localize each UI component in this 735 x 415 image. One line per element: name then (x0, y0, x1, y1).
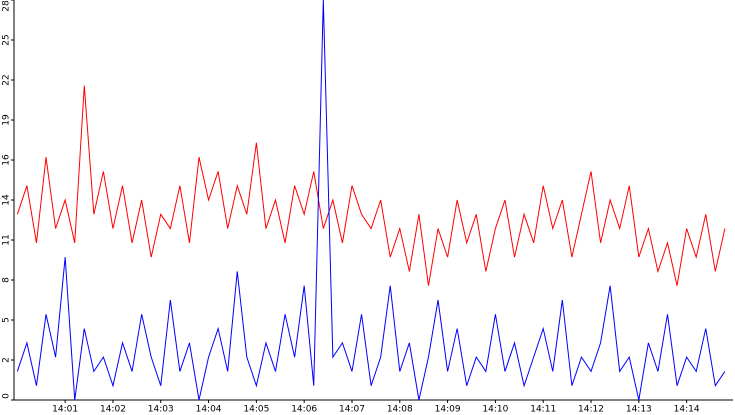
series-line (16, 0, 726, 401)
x-tick-label: 14:07 (339, 405, 365, 415)
x-tick-label: 14:05 (243, 405, 269, 415)
y-tick-label: 19 (2, 114, 12, 126)
x-tick-label: 14:10 (482, 405, 508, 415)
x-tick-label: 14:14 (674, 405, 700, 415)
y-tick-label: 5 (2, 317, 12, 323)
x-tick-label: 14:03 (148, 405, 174, 415)
x-tick-label: 14:02 (100, 405, 126, 415)
y-tick-label: 22 (2, 74, 12, 85)
y-tick-label: 11 (2, 234, 12, 245)
y-tick-label: 16 (2, 154, 12, 166)
y-tick-label: 8 (2, 277, 12, 283)
y-tick-label: 14 (2, 194, 12, 206)
x-tick-label: 14:04 (196, 405, 222, 415)
x-tick-label: 14:09 (435, 405, 461, 415)
y-tick-label: 28 (2, 0, 12, 12)
series-line (16, 85, 726, 286)
x-tick-label: 14:01 (52, 405, 78, 415)
x-tick-label: 14:13 (626, 405, 652, 415)
x-tick-label: 14:08 (387, 405, 413, 415)
x-tick-label: 14:06 (291, 405, 317, 415)
x-tick-label: 14:12 (578, 405, 604, 415)
y-tick-label: 25 (2, 34, 12, 45)
x-tick-label: 14:11 (530, 405, 556, 415)
y-tick-label: 0 (2, 393, 12, 399)
y-tick-label: 2 (2, 357, 12, 363)
